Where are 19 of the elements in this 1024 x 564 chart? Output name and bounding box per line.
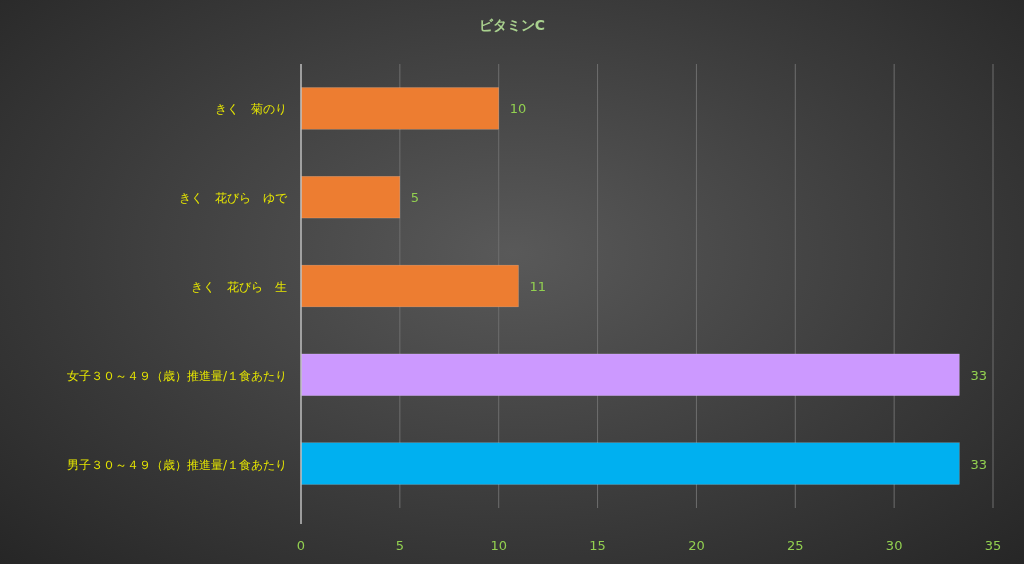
y-tick-label: 女子３０～４９（歳）推進量/１食あたり [66, 368, 287, 383]
x-tick-label: 15 [589, 538, 606, 553]
data-label: 10 [509, 101, 527, 117]
x-tick-label: 10 [490, 538, 507, 553]
data-label: 33 [970, 456, 987, 472]
x-tick-label: 35 [984, 538, 1002, 553]
y-tick-label: きく 花びら 生 [191, 280, 287, 294]
y-tick-label: きく 菊のり [215, 102, 287, 117]
data-label: 5 [410, 190, 420, 206]
y-tick-label: きく 花びら ゆで [179, 191, 288, 206]
chart-title: ビタミンC [478, 17, 546, 33]
x-tick-label: 30 [885, 538, 903, 553]
data-label: 33 [970, 367, 987, 383]
x-tick-label: 25 [787, 538, 804, 553]
data-label: 11 [529, 279, 547, 294]
x-tick-label: 20 [688, 538, 705, 553]
y-tick-label: 男子３０～４９（歳）推進量/１食あたり [66, 457, 287, 472]
x-tick-label: 5 [395, 538, 404, 553]
x-tick-label: 0 [296, 538, 306, 553]
